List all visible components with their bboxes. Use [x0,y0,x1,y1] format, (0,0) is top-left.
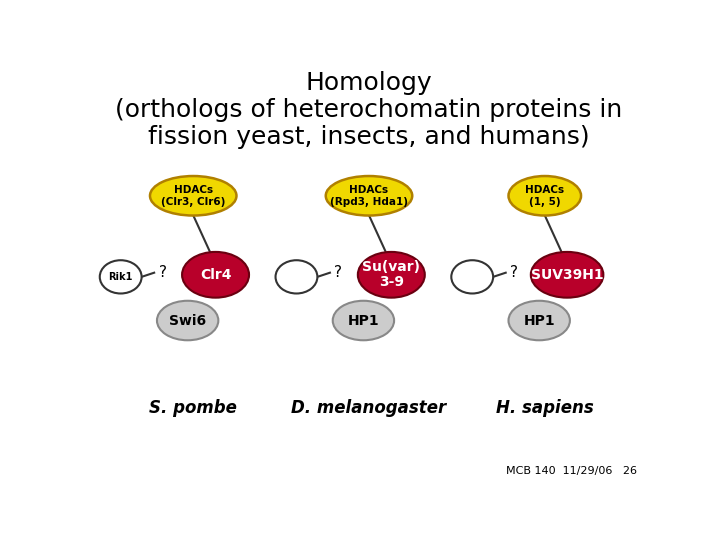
Ellipse shape [358,252,425,298]
Text: HDACs
(Rpd3, Hda1): HDACs (Rpd3, Hda1) [330,185,408,207]
Ellipse shape [182,252,249,298]
Text: ?: ? [510,265,518,280]
Text: SUV39H1: SUV39H1 [531,268,603,282]
Ellipse shape [451,260,493,294]
Text: fission yeast, insects, and humans): fission yeast, insects, and humans) [148,125,590,149]
Text: HDACs
(1, 5): HDACs (1, 5) [525,185,564,207]
Text: D. melanogaster: D. melanogaster [292,399,446,417]
Text: H. sapiens: H. sapiens [496,399,594,417]
Ellipse shape [276,260,318,294]
Text: MCB 140  11/29/06   26: MCB 140 11/29/06 26 [506,467,637,476]
Text: Clr4: Clr4 [200,268,231,282]
Ellipse shape [508,176,581,215]
Ellipse shape [100,260,142,294]
Text: Su(var)
3-9: Su(var) 3-9 [362,260,420,289]
Text: (orthologs of heterochomatin proteins in: (orthologs of heterochomatin proteins in [115,98,623,122]
Ellipse shape [508,301,570,340]
Text: HP1: HP1 [348,314,379,328]
Text: HDACs
(Clr3, Clr6): HDACs (Clr3, Clr6) [161,185,225,207]
Ellipse shape [157,301,218,340]
Ellipse shape [531,252,603,298]
Text: ?: ? [158,265,166,280]
Ellipse shape [333,301,394,340]
Text: ?: ? [334,265,342,280]
Text: S. pombe: S. pombe [149,399,237,417]
Text: HP1: HP1 [523,314,555,328]
Ellipse shape [150,176,236,215]
Text: Homology: Homology [306,71,432,95]
Text: Rik1: Rik1 [109,272,133,282]
Ellipse shape [325,176,413,215]
Text: Swi6: Swi6 [169,314,206,328]
